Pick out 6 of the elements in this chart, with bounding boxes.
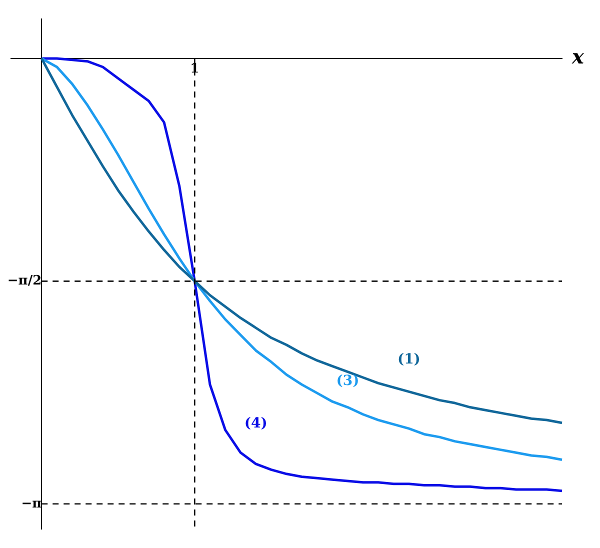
y-tick-label: −π/2 bbox=[7, 274, 42, 289]
y-tick-label: −π bbox=[21, 496, 42, 512]
series-label: (1) bbox=[397, 351, 420, 368]
x-axis-title: x bbox=[571, 44, 585, 69]
series-label: (4) bbox=[244, 416, 268, 432]
series-label: (3) bbox=[336, 372, 360, 389]
